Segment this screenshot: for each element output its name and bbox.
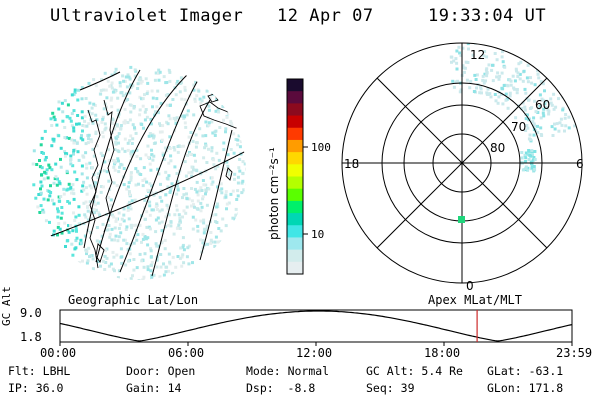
altitude-curve [59,310,573,342]
x-tick-1200: 12:00 [296,346,333,360]
geographic-caption: Geographic Lat/Lon [68,293,199,307]
colorbar-unit-label: photon cm⁻²s⁻¹ [267,147,281,240]
info-dsp: Dsp: -8.8 [246,381,316,395]
apex-caption: Apex MLat/MLT [428,293,522,307]
mlt-label-6: 6 [576,157,584,171]
mlt-label-12: 12 [470,48,485,62]
colorbar-tick-10: 10 [311,228,324,241]
spacecraft-marker [458,216,465,223]
altitude-ymin: 1.8 [20,330,42,344]
info-seq: Seq: 39 [366,381,415,395]
x-tick-1800: 18:00 [424,346,461,360]
info-gain: Gain: 14 [126,381,182,395]
image-time: 19:33:04 UT [428,6,547,26]
mlat-label-60: 60 [535,98,550,112]
mlat-label-80: 80 [490,141,505,155]
polar-plot: 12 18 6 0 60 70 80 [341,42,584,293]
altitude-ymax: 9.0 [20,306,42,320]
mlt-label-0: 0 [466,279,474,293]
mlt-label-18: 18 [344,157,359,171]
altitude-ylabel: GC Alt [0,286,13,326]
info-gc-alt: GC Alt: 5.4 Re [366,364,463,378]
mlat-label-70: 70 [511,120,526,134]
colorbar: 100 10 photon cm⁻²s⁻¹ [267,78,331,275]
info-ip: IP: 36.0 [8,381,64,395]
geographic-grid [39,69,246,277]
info-flt: Flt: LBHL [8,364,71,378]
x-tick-2359: 23:59 [556,346,593,360]
geographic-image [30,64,246,280]
x-tick-0000: 00:00 [40,346,77,360]
info-glon: GLon: 171.8 [487,381,564,395]
info-glat: GLat: -63.1 [487,364,564,378]
image-date: 12 Apr 07 [277,6,374,26]
auroral-emission [31,65,246,280]
info-mode: Mode: Normal [246,364,330,378]
info-door: Door: Open [126,364,196,378]
x-tick-0600: 06:00 [168,346,205,360]
altitude-plot [59,309,573,346]
instrument-title: Ultraviolet Imager [50,6,244,26]
colorbar-tick-100: 100 [311,141,331,154]
